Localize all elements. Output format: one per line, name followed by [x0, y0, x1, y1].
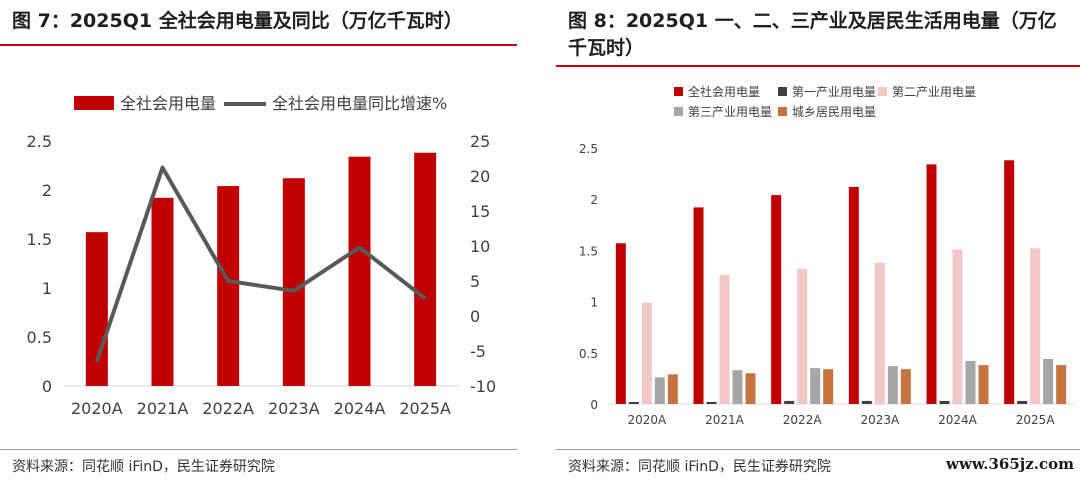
bar: [965, 360, 976, 404]
bar: [784, 400, 795, 404]
bar: [848, 186, 859, 404]
legend-label: 第二产业用电量: [892, 85, 976, 99]
right-figure-panel: 图 8：2025Q1 一、二、三产业及居民生活用电量（万亿千瓦时） 0 0.5 1 1…: [556, 0, 1080, 480]
right-figure-title: 图 8：2025Q1 一、二、三产业及居民生活用电量（万亿千瓦时）: [568, 10, 1057, 59]
bar: [732, 370, 743, 404]
right-source-rule: [556, 449, 1080, 450]
left-y-tick-label: 1: [42, 279, 52, 298]
right-y-tick-label: -5: [470, 342, 486, 361]
left-title-rule: [0, 44, 517, 46]
x-tick-label: 2021A: [137, 399, 189, 418]
legend-swatch: [778, 87, 787, 96]
bar: [414, 152, 437, 386]
y-tick-label: 2.5: [579, 142, 598, 156]
growth-line: [94, 165, 427, 363]
legend-label: 全社会用电量同比增速%: [272, 94, 447, 113]
legend-label: 全社会用电量: [688, 84, 760, 99]
right-y-tick-label: -10: [470, 377, 496, 396]
right-y-tick-label: 25: [470, 132, 490, 151]
right-title-rule: [556, 65, 1080, 67]
bar: [939, 400, 950, 404]
bar: [85, 232, 108, 386]
bar: [745, 373, 756, 404]
x-tick-label: 2022A: [783, 413, 823, 427]
right-y-tick-label: 5: [470, 272, 480, 291]
bar: [900, 369, 911, 404]
left-y-tick-label: 2: [42, 181, 52, 200]
y-tick-label: 1: [590, 296, 598, 310]
bar: [797, 268, 808, 404]
x-tick-label: 2022A: [202, 399, 254, 418]
bar: [693, 207, 704, 404]
bar: [1017, 400, 1028, 404]
y-tick-label: 0.5: [579, 347, 598, 361]
right-chart: 0 0.5 1 1.5 2 2.5 2020A 2021A 2022A 2023A 2024A 202…: [579, 84, 1074, 427]
x-tick-label: 2023A: [860, 413, 900, 427]
watermark: www.365jz.com: [946, 455, 1074, 473]
left-source-rule: [0, 449, 517, 450]
left-source-note: 资料来源：同花顺 iFinD，民生证券研究院: [12, 459, 275, 475]
y-tick-label: 2: [590, 193, 598, 207]
bar: [1043, 358, 1054, 404]
left-figure-panel: 图 7：2025Q1 全社会用电量及同比（万亿千瓦时） 0 0.5 1 1.5 2 2.5…: [0, 0, 528, 480]
legend-swatch-bar: [74, 96, 114, 110]
right-source-note: 资料来源：同花顺 iFinD，民生证券研究院: [568, 459, 831, 475]
bar: [348, 156, 371, 386]
right-y-tick-label: 0: [470, 307, 480, 326]
y-tick-label: 0: [590, 398, 598, 412]
left-chart: 0 0.5 1 1.5 2 2.5 -10 -5 0 5 10 15 20 25 2020A 2021A 202…: [27, 94, 497, 418]
x-tick-label: 2021A: [705, 413, 745, 427]
legend-swatch: [778, 107, 787, 116]
legend-label: 第三产业用电量: [688, 105, 772, 119]
right-y-tick-label: 10: [470, 237, 490, 256]
left-y-tick-label: 1.5: [27, 230, 52, 249]
bar: [1030, 248, 1041, 404]
legend-swatch: [674, 107, 683, 116]
x-tick-label: 2023A: [268, 399, 320, 418]
bar: [810, 368, 821, 404]
bar: [628, 401, 639, 404]
bar: [952, 249, 963, 404]
y-tick-label: 1.5: [579, 244, 598, 258]
bar: [874, 262, 885, 404]
legend-label: 城乡居民用电量: [792, 105, 876, 119]
legend-swatch: [878, 87, 887, 96]
x-tick-label: 2020A: [71, 399, 123, 418]
legend-swatch: [674, 87, 683, 96]
bar: [887, 366, 898, 404]
x-tick-label: 2025A: [399, 399, 451, 418]
left-figure-title: 图 7：2025Q1 全社会用电量及同比（万亿千瓦时）: [12, 10, 463, 32]
x-tick-label: 2020A: [627, 413, 667, 427]
legend-label: 全社会用电量: [120, 94, 216, 113]
bar: [861, 400, 872, 404]
x-tick-label: 2025A: [1016, 413, 1056, 427]
bar: [654, 377, 665, 404]
x-tick-label: 2024A: [334, 399, 386, 418]
left-y-tick-label: 0.5: [27, 328, 52, 347]
bar: [615, 243, 626, 404]
bar: [706, 401, 717, 404]
bar: [1004, 160, 1015, 404]
bar: [719, 274, 730, 404]
left-y-tick-label: 2.5: [27, 132, 52, 151]
bar: [151, 197, 174, 386]
left-y-tick-label: 0: [42, 377, 52, 396]
bar: [641, 302, 652, 404]
right-y-tick-label: 15: [470, 202, 490, 221]
x-tick-label: 2024A: [938, 413, 978, 427]
bar: [978, 365, 989, 404]
bar: [667, 374, 678, 404]
bar: [1056, 365, 1067, 404]
right-y-tick-label: 20: [470, 167, 490, 186]
bar: [823, 369, 834, 404]
bar: [926, 164, 937, 404]
legend-label: 第一产业用电量: [792, 85, 876, 99]
bar: [771, 195, 782, 404]
bar: [217, 186, 240, 386]
bar: [282, 178, 305, 386]
